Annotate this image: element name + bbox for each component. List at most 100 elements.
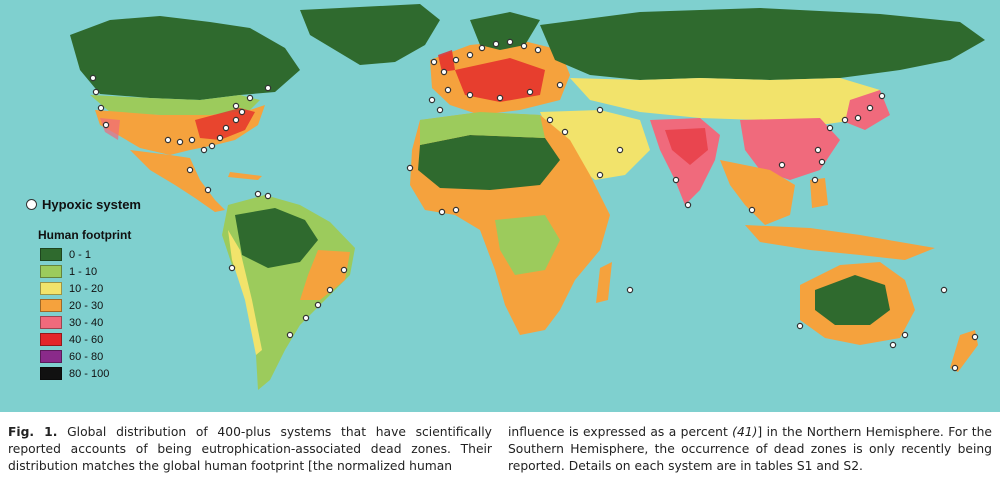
sahara-desert — [418, 135, 560, 190]
brazil-coast-developed — [300, 250, 350, 300]
hypoxic-marker — [222, 124, 230, 132]
hypoxic-marker — [246, 94, 254, 102]
legend-label: 40 - 60 — [69, 333, 104, 346]
hypoxic-marker — [444, 86, 452, 94]
hypoxic-system-legend: Hypoxic system — [26, 197, 166, 212]
russia-siberia — [540, 8, 985, 80]
caption-right-post: ] in the Northern Hemisphere. For the So… — [508, 425, 992, 473]
mexico-central-america — [130, 150, 225, 212]
legend-swatch — [40, 248, 62, 261]
scandinavia — [470, 12, 540, 50]
legend-swatch — [40, 299, 62, 312]
legend-item: 10 - 20 — [40, 280, 166, 297]
europe-urban-core — [455, 58, 545, 102]
southeast-asia — [720, 160, 795, 225]
hypoxic-marker — [561, 128, 569, 136]
caption-column-left: Fig. 1. Global distribution of 400-plus … — [8, 424, 492, 484]
hypoxic-marker — [841, 116, 849, 124]
hypoxic-marker — [438, 208, 446, 216]
map-legend: Hypoxic system Human footprint 0 - 1 1 - … — [26, 197, 166, 382]
hypoxic-marker — [496, 94, 504, 102]
hypoxic-marker — [466, 91, 474, 99]
hypoxic-marker — [534, 46, 542, 54]
legend-item: 20 - 30 — [40, 297, 166, 314]
legend-title: Human footprint — [38, 228, 132, 242]
legend-item: 60 - 80 — [40, 348, 166, 365]
caption-column-right: influence is expressed as a percent (41)… — [508, 424, 992, 484]
legend-item: 0 - 1 — [40, 246, 166, 263]
india-dense — [665, 128, 708, 165]
hypoxic-marker — [818, 158, 826, 166]
andes-band — [228, 230, 262, 355]
usa-east-urban — [195, 108, 255, 140]
caption-left-text: Global distribution of 400-plus systems … — [8, 425, 492, 473]
hypoxic-marker — [866, 104, 874, 112]
central-asia — [570, 78, 880, 125]
hypoxic-marker — [826, 124, 834, 132]
hypoxic-marker — [492, 40, 500, 48]
hypoxic-marker — [520, 42, 528, 50]
legend-swatch — [40, 282, 62, 295]
hypoxic-marker — [176, 138, 184, 146]
hypoxic-marker — [626, 286, 634, 294]
hypoxic-marker — [951, 364, 959, 372]
hypoxic-marker — [186, 166, 194, 174]
central-africa-forest — [495, 215, 560, 275]
new-zealand — [950, 330, 978, 372]
china-east — [740, 118, 840, 180]
figure-caption: Fig. 1. Global distribution of 400-plus … — [8, 424, 992, 484]
hypoxic-marker — [406, 164, 414, 172]
hypoxic-marker — [92, 88, 100, 96]
hypoxic-marker — [264, 192, 272, 200]
hypoxic-marker — [452, 206, 460, 214]
legend-label: 10 - 20 — [69, 282, 104, 295]
hypoxic-marker — [164, 136, 172, 144]
philippines — [810, 178, 828, 208]
figure-label: Fig. 1. — [8, 425, 58, 439]
legend-label: 1 - 10 — [69, 265, 98, 278]
hypoxic-marker — [340, 266, 348, 274]
hypoxic-marker — [254, 190, 262, 198]
indonesia — [745, 225, 935, 260]
amazon-rainforest — [235, 208, 318, 268]
legend-item: 1 - 10 — [40, 263, 166, 280]
legend-swatch — [40, 316, 62, 329]
hypoxic-markers — [89, 38, 979, 372]
australia-interior — [815, 275, 890, 325]
hypoxic-marker — [940, 286, 948, 294]
hypoxic-marker — [97, 104, 105, 112]
middle-east — [540, 110, 650, 180]
hypoxic-marker — [901, 331, 909, 339]
legend-label: 60 - 80 — [69, 350, 104, 363]
hypoxic-marker — [89, 74, 97, 82]
british-isles — [438, 50, 455, 72]
hypoxic-marker — [102, 121, 110, 129]
legend-swatch — [40, 265, 62, 278]
legend-swatch — [40, 333, 62, 346]
hypoxic-marker — [526, 88, 534, 96]
world-map — [0, 0, 1000, 412]
hypoxic-marker — [314, 301, 322, 309]
north-america-north — [70, 16, 300, 100]
hypoxic-marker — [478, 44, 486, 52]
hypoxic-marker — [428, 96, 436, 104]
legend-item: 30 - 40 — [40, 314, 166, 331]
hypoxic-marker — [811, 176, 819, 184]
hypoxic-marker — [596, 106, 604, 114]
legend-label: 30 - 40 — [69, 316, 104, 329]
hypoxic-marker — [302, 314, 310, 322]
north-america-canada-south — [90, 95, 260, 115]
hypoxic-system-label: Hypoxic system — [42, 197, 141, 212]
hypoxic-marker — [286, 331, 294, 339]
legend-item: 80 - 100 — [40, 365, 166, 382]
hypoxic-marker — [232, 102, 240, 110]
legend-label: 80 - 100 — [69, 367, 110, 380]
hypoxic-marker — [889, 341, 897, 349]
hypoxic-marker — [204, 186, 212, 194]
legend-items: 0 - 1 1 - 10 10 - 20 20 - 30 30 - 40 40 - 60 6… — [26, 246, 166, 382]
hypoxic-marker — [854, 114, 862, 122]
hypoxic-marker — [200, 146, 208, 154]
legend-swatch — [40, 367, 62, 380]
madagascar — [596, 262, 612, 303]
hypoxic-marker — [228, 264, 236, 272]
